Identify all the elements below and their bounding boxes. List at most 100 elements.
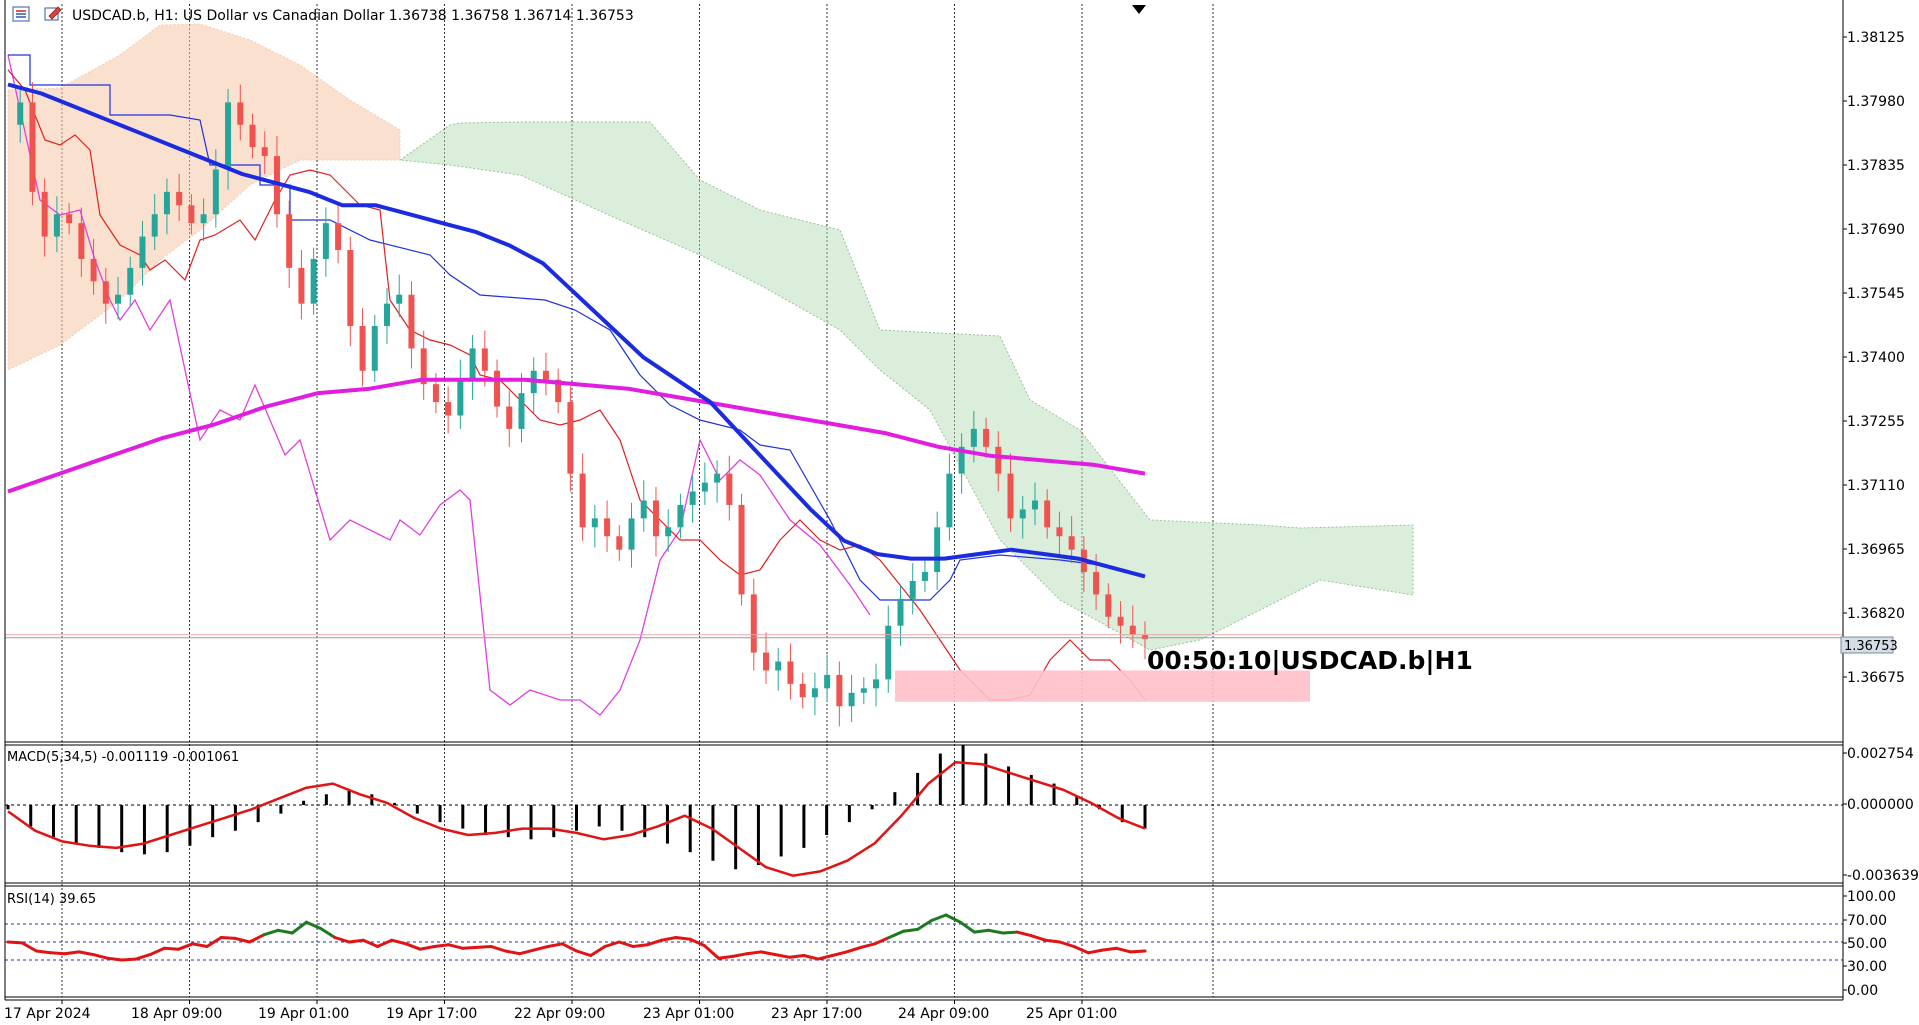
candle-body <box>1117 616 1124 626</box>
candle-body <box>151 214 158 237</box>
candle-body <box>555 379 562 403</box>
macd-tick-label: 0.002754 <box>1847 746 1914 762</box>
candle-body <box>200 214 207 224</box>
candle-body <box>53 214 60 237</box>
candle-body <box>640 500 647 519</box>
candle-body <box>41 191 48 237</box>
time-tick-label: 22 Apr 09:00 <box>514 1006 605 1022</box>
candle-body <box>212 169 219 215</box>
rsi-segment <box>702 944 721 960</box>
chart-menu-icon[interactable] <box>12 6 30 22</box>
price-tick-label: 1.37255 <box>1847 414 1905 430</box>
candle-body <box>261 147 268 157</box>
rsi-segment <box>432 943 451 948</box>
candle-body <box>909 580 916 599</box>
candle-body <box>824 674 831 689</box>
macd-title: MACD(5,34,5) -0.001119 -0.001061 <box>7 750 239 765</box>
candle-body <box>714 473 721 483</box>
candle-body <box>298 267 305 304</box>
rsi-segment <box>191 942 209 948</box>
symbol-settings-icon[interactable] <box>44 6 62 22</box>
candle-body <box>359 326 366 371</box>
rsi-segment <box>475 945 493 949</box>
candle-body <box>579 473 586 528</box>
rsi-segment <box>1058 940 1076 948</box>
candle-body <box>408 294 415 349</box>
rsi-segment <box>518 948 536 956</box>
rsi-segment <box>390 938 408 946</box>
rsi-segment <box>944 913 962 924</box>
candle-body <box>66 214 73 224</box>
candle-body <box>1044 500 1051 528</box>
rsi-segment <box>447 943 465 950</box>
candle-body <box>249 124 256 148</box>
candle-body <box>616 536 623 550</box>
candle-body <box>237 102 244 125</box>
candle-body <box>445 402 452 416</box>
macd-tick-label: 0.000000 <box>1847 797 1914 813</box>
rsi-segment <box>845 945 863 954</box>
candle-body <box>701 482 708 492</box>
candle-body <box>127 267 134 295</box>
candle-body <box>860 688 867 693</box>
candle-body <box>934 527 941 573</box>
rsi-segment <box>347 938 365 944</box>
candle-timer: 00:50:10|USDCAD.b|H1 <box>1147 646 1473 675</box>
rsi-segment <box>532 945 550 952</box>
rsi-segment <box>91 953 109 960</box>
sma-fast-line <box>7 82 1146 579</box>
price-tick-label: 1.37400 <box>1847 350 1905 366</box>
candle-body <box>78 223 85 259</box>
candle-body <box>481 348 488 371</box>
candle-body <box>469 348 476 380</box>
rsi-segment <box>404 942 422 951</box>
candle-body <box>970 428 977 447</box>
candle-body <box>1007 473 1014 519</box>
rsi-segment <box>148 946 166 957</box>
candle-body <box>775 661 782 671</box>
rsi-segment <box>816 954 834 961</box>
candle-body <box>542 370 549 380</box>
rsi-segment <box>1029 934 1048 942</box>
price-tick-label: 1.37980 <box>1847 94 1905 110</box>
rsi-segment <box>916 918 934 931</box>
time-tick-label: 19 Apr 17:00 <box>386 1006 477 1022</box>
time-tick-label: 23 Apr 17:00 <box>771 1006 862 1022</box>
rsi-segment <box>859 942 877 949</box>
kijun-sen <box>8 54 1141 601</box>
rsi-segment <box>461 945 479 950</box>
rsi-segment <box>276 928 294 935</box>
rsi-segment <box>63 950 81 956</box>
symbol-header: USDCAD.b, H1: US Dollar vs Canadian Doll… <box>72 8 634 24</box>
rsi-segment <box>930 913 948 922</box>
candle-body <box>983 428 990 447</box>
candle-body <box>665 527 672 537</box>
price-tick-label: 1.37690 <box>1847 222 1905 238</box>
price-tick-label: 1.37110 <box>1847 478 1905 494</box>
candle-body <box>506 406 513 429</box>
rsi-segment <box>958 920 976 934</box>
price-tick-label: 1.38125 <box>1847 30 1905 46</box>
rsi-tick-label: 50.00 <box>1847 936 1887 952</box>
rsi-segment <box>987 928 1005 935</box>
rsi-segment <box>77 950 95 957</box>
price-tick-label: 1.37545 <box>1847 286 1905 302</box>
candle-body <box>310 258 317 304</box>
rsi-segment <box>290 920 308 935</box>
tenkan-sen <box>7 69 1146 701</box>
rsi-segment <box>248 933 266 944</box>
rsi-segment <box>177 942 195 951</box>
candle-body <box>115 294 122 304</box>
sma-slow-line <box>7 377 1146 494</box>
time-tick-label: 23 Apr 01:00 <box>643 1006 734 1022</box>
rsi-segment <box>830 950 849 957</box>
candle-body <box>799 683 806 698</box>
candle-body <box>322 223 329 259</box>
candle-body <box>628 518 635 550</box>
candle-body <box>689 491 696 505</box>
macd-layer <box>5 745 1843 877</box>
time-tick-label: 17 Apr 2024 <box>4 1006 91 1022</box>
macd-signal-line <box>7 760 1146 877</box>
price-alert-marker-icon[interactable] <box>1130 0 1148 14</box>
candle-body <box>1129 625 1136 635</box>
